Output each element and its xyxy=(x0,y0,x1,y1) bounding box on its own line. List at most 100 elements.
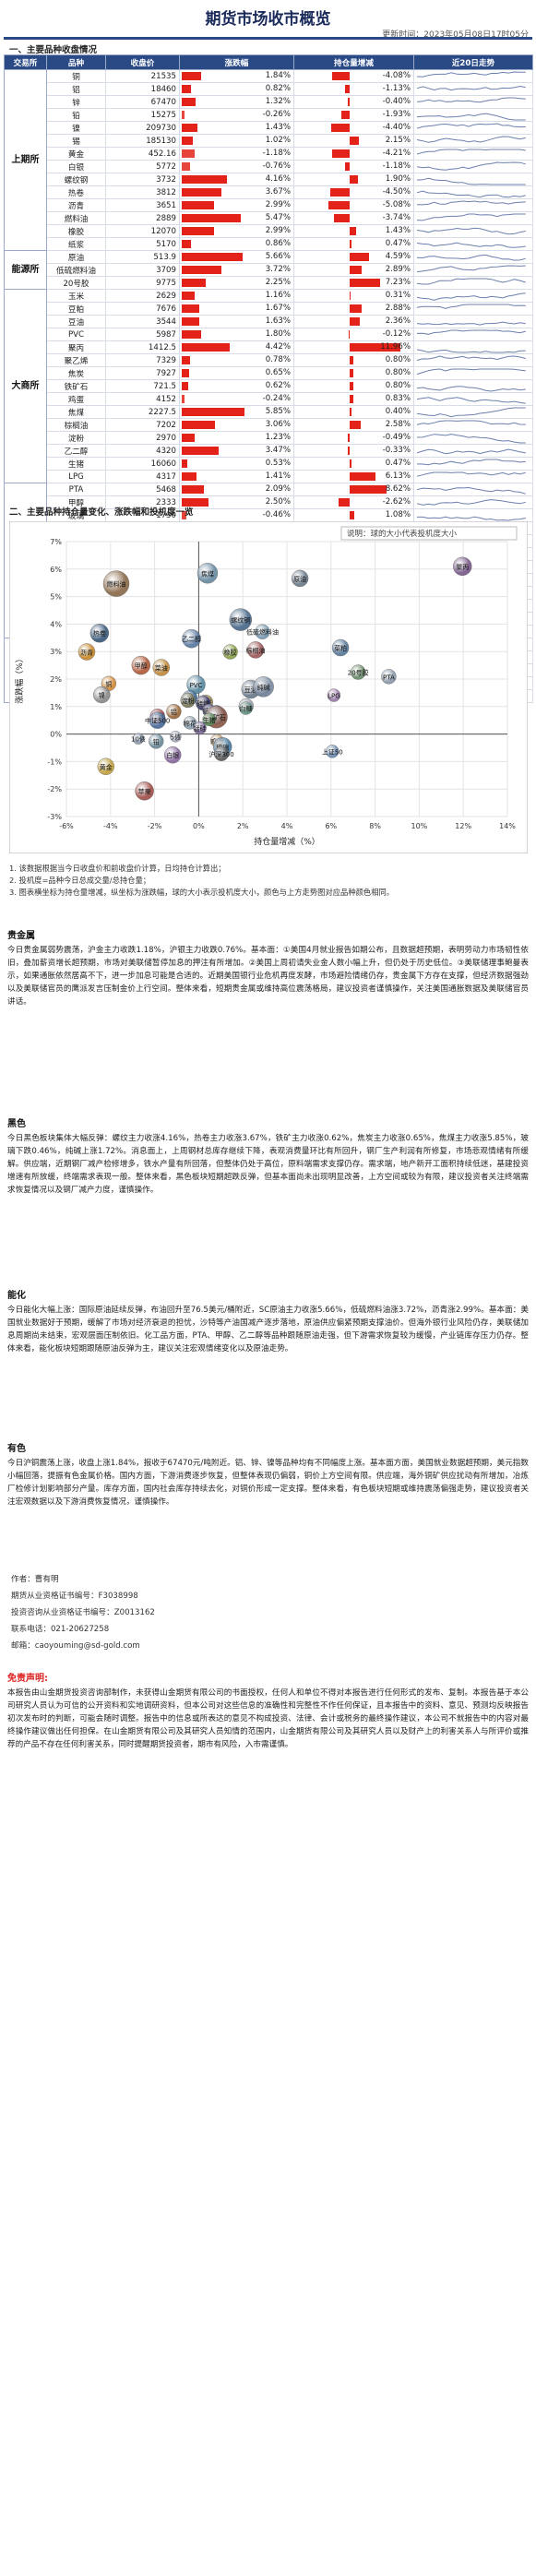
header-close: 收盘价 xyxy=(105,54,180,70)
change-bar xyxy=(182,214,241,222)
oi-bar xyxy=(350,253,370,261)
oi-cell: 2.88% xyxy=(293,302,414,316)
y-tick-label: 2% xyxy=(50,675,62,684)
table-row: 豆油 3544 1.63% 2.36% xyxy=(5,315,533,328)
change-value: 5.66% xyxy=(265,252,291,261)
sparkline xyxy=(416,321,526,326)
y-tick-label: -3% xyxy=(47,813,62,821)
product-name: 棕榈油 xyxy=(46,418,106,432)
change-value: 0.86% xyxy=(265,239,291,248)
oi-value: -3.74% xyxy=(382,213,411,222)
oi-cell: -5.08% xyxy=(293,198,414,212)
oi-bar xyxy=(350,395,353,403)
table-row: 上期所铜 21535 1.84% -4.08% xyxy=(4,69,533,251)
oi-bar xyxy=(350,137,359,145)
bubble-label: 中证500 xyxy=(145,717,170,725)
change-value: 1.32% xyxy=(265,97,291,106)
product-name: 原油 xyxy=(46,250,106,264)
bubble-沪深300 xyxy=(213,745,230,761)
change-bar xyxy=(182,240,192,248)
oi-value: -4.08% xyxy=(382,71,411,80)
table-row: 焦煤 2227.5 5.85% 0.40% xyxy=(5,405,533,419)
bubble-白糖 xyxy=(239,701,253,715)
sparkline xyxy=(416,407,526,417)
change-bar xyxy=(182,188,221,197)
change-cell: 0.53% xyxy=(179,457,294,471)
heading-precious: 贵金属 xyxy=(7,931,35,941)
close-price: 3544 xyxy=(105,315,180,328)
oi-cell: -0.49% xyxy=(293,431,414,445)
close-price: 209730 xyxy=(105,121,180,135)
table-row: 铝 18460 0.82% -1.13% xyxy=(5,82,533,96)
oi-value: -4.21% xyxy=(382,149,411,158)
table-row: 铅 15275 -0.26% -1.93% xyxy=(5,108,533,122)
bubble-棕榈油 xyxy=(246,641,265,659)
change-cell: 0.82% xyxy=(179,82,294,96)
oi-bar xyxy=(344,85,350,93)
bubble-label: 菜油 xyxy=(155,663,168,672)
change-value: 5.85% xyxy=(265,407,291,416)
oi-value: 0.31% xyxy=(385,291,411,300)
para-nonferrous: 今日沪铜震荡上涨，收盘上涨1.84%，报收于67470元/吨附近。铝、锌、镍等品… xyxy=(7,1459,529,1507)
trend-cell xyxy=(413,134,533,148)
sparkline xyxy=(416,348,526,353)
close-price: 7202 xyxy=(105,418,180,432)
sparkline xyxy=(416,97,526,102)
table-row: 棕榈油 7202 3.06% 2.58% xyxy=(5,418,533,432)
oi-bar xyxy=(350,227,356,235)
change-bar xyxy=(182,98,197,106)
change-cell: 0.65% xyxy=(179,366,294,380)
change-bar xyxy=(182,292,195,300)
bubble-label: 淀粉 xyxy=(182,697,195,705)
bubble-label: 豆油 xyxy=(244,686,257,694)
bubble-中证500 xyxy=(149,711,166,729)
note-3: 3. 图表横坐标为持仓量增减，纵坐标为涨跌幅，球的大小表示投机度大小，颜色与上方… xyxy=(9,888,395,897)
product-name: 铝 xyxy=(46,82,106,96)
change-cell: 4.16% xyxy=(179,173,294,186)
bubble-label: 铝 xyxy=(171,708,177,716)
oi-cell: 2.36% xyxy=(293,315,414,328)
change-value: 0.62% xyxy=(265,381,291,390)
oi-cell: -0.40% xyxy=(293,95,414,109)
trend-cell xyxy=(413,302,533,316)
oi-cell: 0.47% xyxy=(293,237,414,251)
sparkline xyxy=(416,367,526,375)
trend-cell xyxy=(413,95,533,109)
close-price: 4317 xyxy=(105,470,180,483)
product-name: 聚乙烯 xyxy=(46,353,106,367)
sparkline xyxy=(416,227,526,234)
close-price: 185130 xyxy=(105,134,180,148)
product-name: 淀粉 xyxy=(46,431,106,445)
sparkline xyxy=(416,190,526,197)
change-bar xyxy=(182,395,185,403)
close-price: 67470 xyxy=(105,95,180,109)
trend-cell xyxy=(413,185,533,199)
table-header-row: 交易所 品种 收盘价 涨跌幅 持仓量增减 近20日走势 xyxy=(4,54,533,70)
sparkline xyxy=(416,396,526,404)
change-bar xyxy=(182,511,187,519)
trend-cell xyxy=(413,160,533,173)
change-value: 2.99% xyxy=(265,226,291,235)
change-bar xyxy=(182,408,245,416)
bubble-20号胶 xyxy=(350,664,366,680)
y-tick-label: 3% xyxy=(50,648,62,656)
product-name: 20号胶 xyxy=(46,276,106,290)
change-cell: 1.16% xyxy=(179,289,294,303)
change-bar xyxy=(182,498,209,507)
oi-value: -2.62% xyxy=(382,497,411,507)
close-price: 5468 xyxy=(105,483,180,496)
oi-cell: 0.83% xyxy=(293,392,414,406)
product-name: 玉米 xyxy=(46,289,106,303)
change-value: 1.02% xyxy=(265,136,291,145)
close-price: 3651 xyxy=(105,198,180,212)
table-row: PVC 5987 1.80% -0.12% xyxy=(5,328,533,341)
table-row: 豆粕 7676 1.67% 2.88% xyxy=(5,302,533,316)
bubble-菜油 xyxy=(152,659,170,676)
oi-bar xyxy=(348,447,350,455)
bubble-淀粉 xyxy=(180,692,196,709)
product-name: 鸡蛋 xyxy=(46,392,106,406)
oi-bar xyxy=(330,188,350,197)
oi-cell: 2.58% xyxy=(293,418,414,432)
author-email[interactable]: 邮箱：caoyouming@sd-gold.com xyxy=(11,1641,140,1651)
header-change: 涨跌幅 xyxy=(179,54,294,70)
